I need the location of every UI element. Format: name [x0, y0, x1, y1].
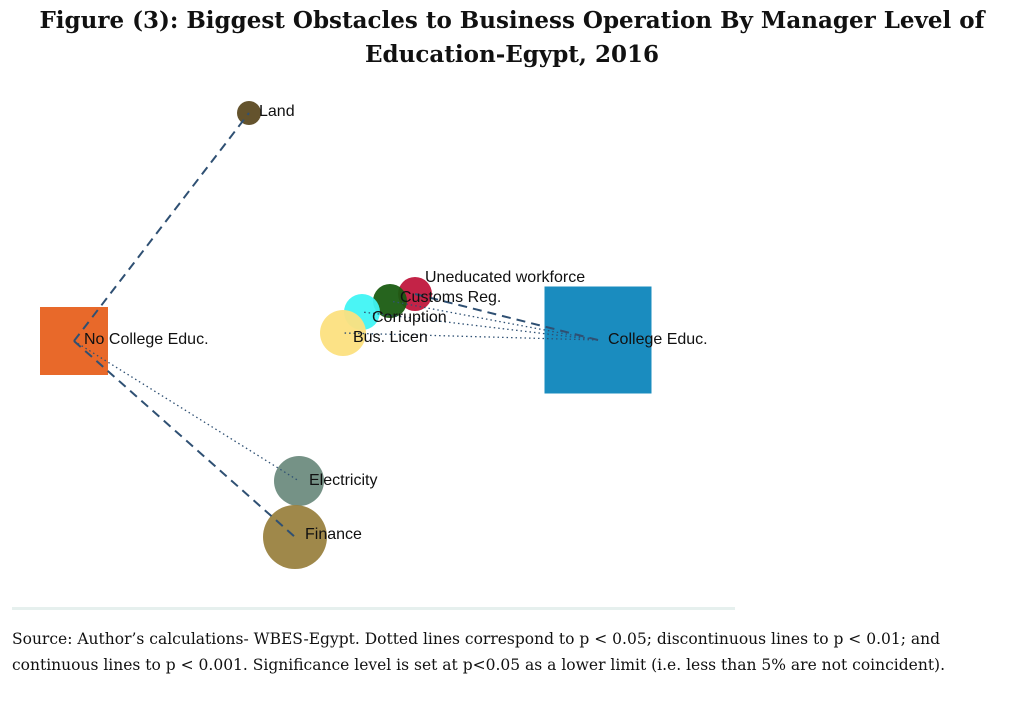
edge-nocollege-land — [73, 112, 250, 342]
plot-baseline — [12, 607, 735, 610]
edge-college-buslicen — [342, 332, 599, 341]
node-land — [237, 101, 261, 125]
edge-nocollege-finance — [73, 340, 296, 538]
node-label-land: Land — [259, 103, 295, 120]
node-label-nocollege: No College Educ. — [84, 331, 209, 348]
node-label-college: College Educ. — [608, 331, 708, 348]
labels-layer: No College Educ. College Educ. Land Uneduca… — [84, 103, 708, 543]
source-note: Source: Author’s calculations- WBES-Egyp… — [12, 630, 946, 674]
node-label-unedu: Uneducated workforce — [425, 269, 585, 286]
edge-college-customs — [389, 300, 599, 341]
node-label-buslicen: Bus. Licen — [353, 329, 428, 346]
node-label-customs: Customs Reg. — [400, 289, 501, 306]
edge-nocollege-electricity — [73, 340, 300, 482]
node-label-corruption: Corruption — [372, 309, 447, 326]
edge-college-unedu — [414, 293, 599, 341]
edges-layer — [73, 112, 599, 538]
node-finance — [263, 505, 327, 569]
node-buslicen — [320, 310, 366, 356]
node-label-electricity: Electricity — [309, 472, 377, 489]
node-label-finance: Finance — [305, 526, 362, 543]
node-electricity — [274, 456, 324, 506]
figure-title: Figure (3): Biggest Obstacles to Busines… — [39, 7, 985, 68]
edge-college-corruption — [361, 311, 599, 341]
